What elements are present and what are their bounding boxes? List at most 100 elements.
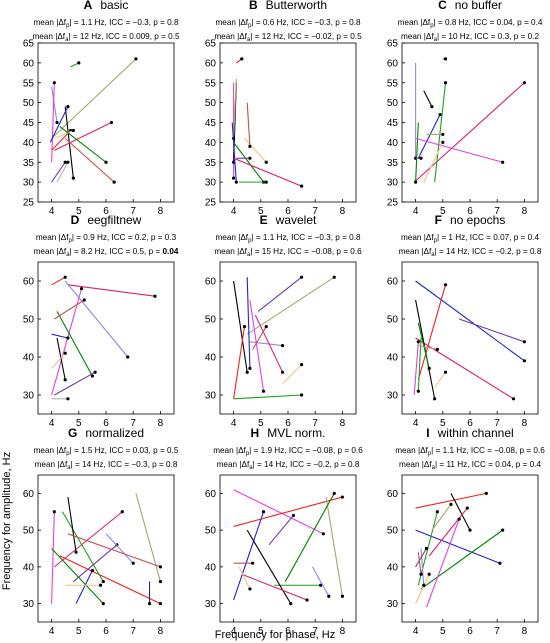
data-segment xyxy=(51,511,55,604)
data-point xyxy=(441,140,445,144)
data-point xyxy=(327,594,331,598)
y-tick-label: 25 xyxy=(23,198,35,209)
data-segment xyxy=(268,515,294,546)
data-point xyxy=(438,112,442,117)
data-point xyxy=(52,510,56,514)
y-tick-label: 50 xyxy=(205,526,217,537)
panel-title-text: MVL norm. xyxy=(267,426,325,440)
x-tick-label: 5 xyxy=(440,418,446,429)
data-point xyxy=(340,594,344,598)
y-tick-label: 55 xyxy=(23,78,35,89)
y-tick-label: 45 xyxy=(387,118,399,129)
data-segment xyxy=(420,529,503,590)
data-segment xyxy=(284,493,335,582)
stat-line-amplitude: mean |Δfa| = 10 Hz, ICC = 0.3, p = 0.2 xyxy=(401,32,539,43)
data-point xyxy=(90,374,94,378)
data-segment xyxy=(311,566,330,597)
data-point xyxy=(251,561,255,565)
data-point xyxy=(422,583,426,587)
data-segment xyxy=(246,277,251,369)
x-tick-label: 8 xyxy=(340,626,346,637)
data-point xyxy=(248,587,252,591)
y-tick-label: 45 xyxy=(23,118,35,129)
data-segment xyxy=(233,489,324,535)
y-tick-label: 40 xyxy=(387,353,399,364)
x-tick-label: 5 xyxy=(258,206,264,217)
y-tick-label: 30 xyxy=(387,599,399,610)
data-point xyxy=(291,513,296,518)
plot-frame xyxy=(401,42,539,203)
data-point xyxy=(63,351,67,355)
y-tick-label: 65 xyxy=(23,39,35,50)
data-segment xyxy=(413,82,525,183)
plot-frame xyxy=(37,261,175,415)
y-tick-label: 30 xyxy=(205,391,217,402)
data-segment xyxy=(423,142,444,183)
panel-title-text: wavelet xyxy=(275,213,317,227)
x-tick-label: 5 xyxy=(76,626,82,637)
stat-line-amplitude: mean |Δfa| = 14 Hz, ICC = −0.3, p = 0.8 xyxy=(35,460,178,471)
x-tick-label: 8 xyxy=(340,418,346,429)
panel-H: H MVL norm. mean |Δfp| = 1.9 Hz, ICC = −0.… xyxy=(205,426,363,637)
data-point xyxy=(501,160,505,164)
y-tick-label: 50 xyxy=(387,98,399,109)
data-point xyxy=(332,275,336,279)
data-segment xyxy=(415,529,501,564)
stat-line-amplitude: mean |Δfa| = 12 Hz, ICC = −0.02, p = 0.5 xyxy=(214,32,362,43)
panel-title-text: within channel xyxy=(437,426,514,440)
data-segment xyxy=(62,511,104,582)
y-tick-label: 60 xyxy=(23,489,35,500)
data-point xyxy=(158,565,162,569)
y-tick-label: 30 xyxy=(23,178,35,189)
data-point xyxy=(66,160,70,164)
data-segment xyxy=(231,122,237,183)
y-tick-label: 30 xyxy=(23,599,35,610)
stat-line-amplitude: mean |Δfa| = 14 Hz, ICC = −0.2, p = 0.8 xyxy=(399,247,542,258)
x-tick-label: 5 xyxy=(258,626,264,637)
data-point xyxy=(501,528,505,532)
x-tick-label: 4 xyxy=(413,206,419,217)
data-point xyxy=(63,378,67,382)
data-segment xyxy=(67,533,161,568)
x-tick-label: 7 xyxy=(494,626,500,637)
y-tick-label: 60 xyxy=(23,58,35,69)
panel-letter: B xyxy=(249,0,258,12)
y-tick-label: 40 xyxy=(23,138,35,149)
x-tick-label: 7 xyxy=(312,418,318,429)
data-segment xyxy=(105,533,134,564)
x-tick-label: 5 xyxy=(440,206,446,217)
data-point xyxy=(498,561,502,565)
y-tick-label: 40 xyxy=(205,353,217,364)
y-tick-label: 30 xyxy=(387,178,399,189)
data-segment xyxy=(415,122,419,183)
y-tick-label: 50 xyxy=(387,315,399,326)
x-tick-label: 6 xyxy=(467,418,473,429)
y-tick-label: 40 xyxy=(205,562,217,573)
x-tick-label: 4 xyxy=(49,418,55,429)
data-segment xyxy=(53,511,123,568)
data-point xyxy=(280,344,285,348)
data-point xyxy=(522,359,527,363)
data-segment xyxy=(56,161,69,183)
y-tick-label: 45 xyxy=(205,118,217,129)
y-axis-label: Frequency for amplitude, Hz xyxy=(1,452,13,590)
data-point xyxy=(522,81,527,85)
x-tick-label: 6 xyxy=(103,626,109,637)
data-segment xyxy=(56,337,66,380)
data-segment xyxy=(233,326,246,399)
data-point xyxy=(280,370,285,374)
stat-line-phase: mean |Δfp| = 1.9 Hz, ICC = −0.08, p = 0.… xyxy=(213,446,363,457)
data-segment xyxy=(54,371,96,396)
y-tick-label: 35 xyxy=(387,158,399,169)
x-tick-label: 8 xyxy=(522,626,528,637)
data-point xyxy=(443,283,448,287)
data-segment xyxy=(233,280,248,373)
data-point xyxy=(300,363,304,367)
y-tick-label: 50 xyxy=(23,315,35,326)
y-tick-label: 50 xyxy=(23,98,35,109)
